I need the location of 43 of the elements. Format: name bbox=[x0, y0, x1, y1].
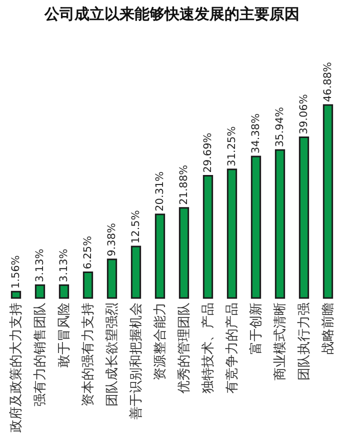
bar bbox=[250, 156, 262, 299]
bar bbox=[130, 246, 142, 299]
x-tick-label: 富于创新 bbox=[248, 302, 264, 354]
bar bbox=[274, 149, 286, 299]
data-label: 1.56% bbox=[10, 255, 22, 289]
bar bbox=[154, 214, 166, 299]
data-label: 20.31% bbox=[154, 171, 166, 212]
bar bbox=[178, 207, 190, 299]
x-tick-label: 独特技术、产品 bbox=[201, 302, 216, 394]
data-label: 35.94% bbox=[274, 106, 286, 148]
data-label: 3.13% bbox=[34, 248, 46, 282]
data-label: 6.25% bbox=[82, 236, 94, 270]
x-tick-label: 商业模式清晰 bbox=[273, 302, 288, 380]
x-tick-label: 善于识别和把握机会 bbox=[128, 302, 144, 420]
x-tick-label: 团队执行力强 bbox=[297, 302, 312, 380]
data-label: 29.69% bbox=[202, 132, 214, 173]
data-label: 46.88% bbox=[322, 62, 334, 102]
x-tick-label: 资源整合能力 bbox=[153, 302, 168, 380]
bar bbox=[298, 136, 310, 299]
x-tick-label: 团队成长欲望强烈 bbox=[105, 302, 120, 406]
bar bbox=[34, 284, 46, 299]
data-label: 31.25% bbox=[226, 126, 238, 166]
x-tick-label: 政府及政策的大力支持 bbox=[8, 302, 24, 432]
bar bbox=[58, 284, 70, 299]
data-label: 21.88% bbox=[178, 164, 190, 205]
bar bbox=[10, 290, 22, 299]
chart-title: 公司成立以来能够快速发展的主要原因 bbox=[44, 4, 300, 23]
data-label: 39.06% bbox=[298, 94, 310, 134]
data-label: 3.13% bbox=[58, 248, 70, 282]
bar bbox=[226, 168, 238, 299]
x-tick-label: 敢于冒风险 bbox=[57, 302, 72, 368]
bar bbox=[106, 258, 118, 299]
data-label: 9.38% bbox=[106, 223, 118, 256]
data-label: 12.5% bbox=[130, 210, 142, 244]
bar bbox=[202, 175, 214, 299]
bar bbox=[322, 104, 334, 299]
x-tick-label: 强有力的销售团队 bbox=[33, 302, 48, 406]
x-tick-label: 资本的强有力支持 bbox=[81, 302, 96, 406]
x-tick-label: 有竞争力的产品 bbox=[225, 302, 240, 394]
data-label: 34.38% bbox=[250, 113, 262, 154]
x-tick-label: 优秀的管理团队 bbox=[177, 302, 192, 394]
x-tick-label: 战略前瞻 bbox=[321, 302, 336, 354]
bar bbox=[82, 272, 94, 299]
